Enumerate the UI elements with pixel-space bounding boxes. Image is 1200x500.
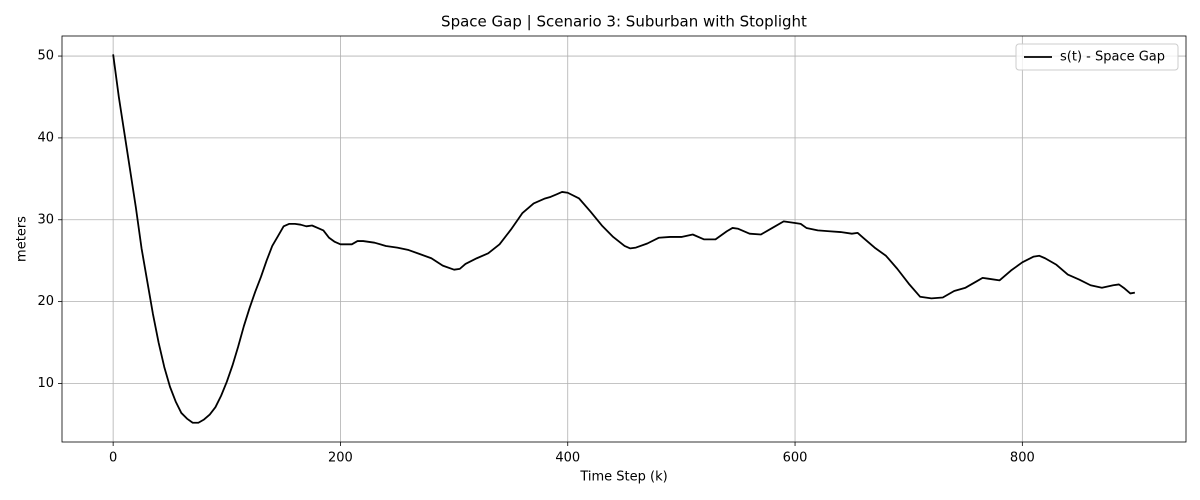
plot-frame xyxy=(61,35,1187,443)
y-tick-label: 50 xyxy=(37,49,54,64)
chart-title: Space Gap | Scenario 3: Suburban with St… xyxy=(441,13,807,31)
y-tick-label: 10 xyxy=(37,376,54,391)
y-tick-label: 30 xyxy=(37,212,54,227)
x-tick-label: 800 xyxy=(1010,451,1035,466)
x-tick-label: 200 xyxy=(328,451,353,466)
x-tick-label: 0 xyxy=(109,451,117,466)
x-axis-label: Time Step (k) xyxy=(579,470,667,485)
y-tick-label: 40 xyxy=(37,130,54,145)
x-tick-label: 400 xyxy=(555,451,580,466)
y-axis-label: meters xyxy=(15,216,30,262)
legend-label: s(t) - Space Gap xyxy=(1060,50,1165,65)
data-line xyxy=(112,54,1136,424)
y-tick-label: 20 xyxy=(37,294,54,309)
x-tick-label: 600 xyxy=(783,451,808,466)
legend-box xyxy=(1015,43,1179,71)
